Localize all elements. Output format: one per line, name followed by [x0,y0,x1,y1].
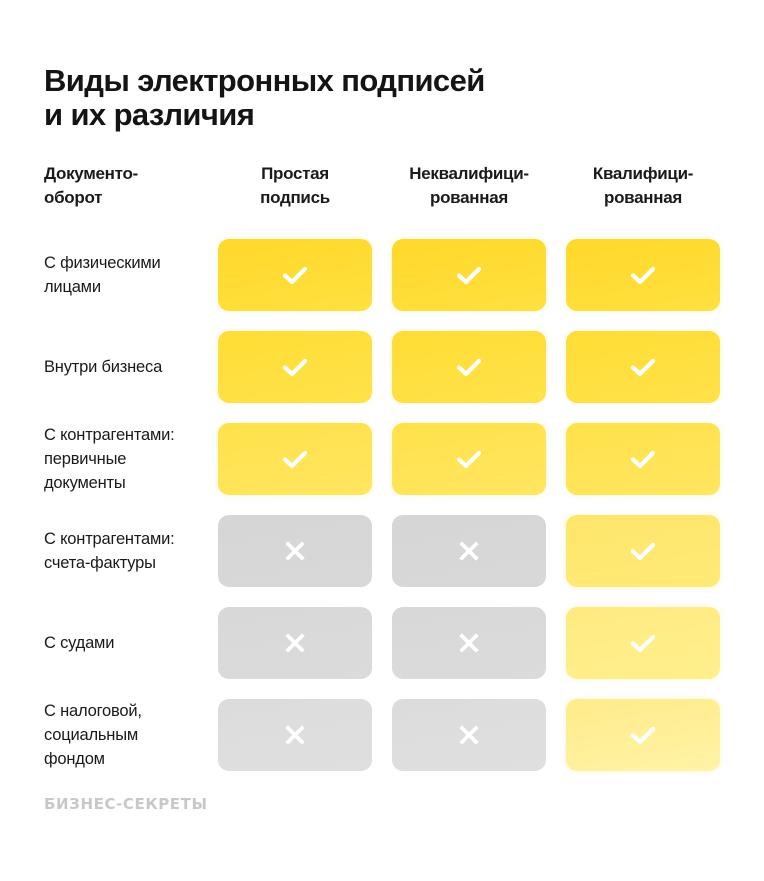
cross-icon [285,541,305,561]
row-label: С физическими лицами [44,239,214,311]
column-header-line: подпись [260,188,330,207]
row-label: С контрагентами: счета-фактуры [44,515,214,587]
row-label-text: С судами [44,631,114,655]
cross-icon [285,633,305,653]
row-label-line: фондом [44,750,105,768]
check-icon [631,266,655,284]
column-header-line: Неквалифици- [409,164,529,183]
row-label-line: документы [44,474,126,492]
cross-icon [459,541,479,561]
cell-supported [566,239,720,311]
cell-supported [566,331,720,403]
column-header-line: рованная [430,188,508,207]
cell-supported [566,515,720,587]
cell-supported [392,423,546,495]
row-label: Внутри бизнеса [44,331,214,403]
row-label-text: С налоговой, социальным фондом [44,699,142,771]
column-header-simple: Простая подпись [218,162,372,210]
check-icon [457,450,481,468]
cell-not-supported [218,607,372,679]
column-header-line: рованная [604,188,682,207]
column-header-line: Квалифици- [592,164,694,183]
column-header-line: Документо- [44,164,138,183]
cell-not-supported [218,699,372,771]
row-label-line: С физическими [44,254,161,272]
cell-not-supported [218,515,372,587]
check-icon [631,634,655,652]
check-icon [631,450,655,468]
row-label-line: С контрагентами: [44,426,175,444]
row-label-line: С налоговой, [44,702,142,720]
row-label: С налоговой, социальным фондом [44,699,214,771]
cross-icon [285,725,305,745]
row-label-line: С судами [44,634,115,652]
column-header-line: Простая [261,164,329,183]
row-label-line: счета-фактуры [44,554,156,572]
cell-supported [218,239,372,311]
row-label-text: С физическими лицами [44,251,161,299]
check-icon [283,266,307,284]
row-label-text: С контрагентами: первичные документы [44,423,175,495]
check-icon [457,358,481,376]
column-header-qualified: Квалифици- рованная [566,162,720,210]
cross-icon [459,725,479,745]
cell-not-supported [392,699,546,771]
check-icon [631,542,655,560]
check-icon [631,358,655,376]
cell-supported [566,607,720,679]
cell-supported [218,423,372,495]
cell-supported [218,331,372,403]
row-label-text: Внутри бизнеса [44,355,162,379]
title-line-2: и их различия [44,97,255,132]
cross-icon [459,633,479,653]
cell-supported [566,423,720,495]
check-icon [283,450,307,468]
column-header-unqualified: Неквалифици- рованная [392,162,546,210]
row-label-line: первичные [44,450,127,468]
page-title: Виды электронных подписей и их различия [44,64,604,132]
row-label-line: С контрагентами: [44,530,175,548]
column-header-document-flow: Документо- оборот [44,162,204,210]
check-icon [283,358,307,376]
row-label: С судами [44,607,214,679]
cell-supported [392,239,546,311]
title-line-1: Виды электронных подписей [44,63,485,98]
cell-supported [392,331,546,403]
row-label-line: лицами [44,278,101,296]
cell-not-supported [392,515,546,587]
brand-logo: БИЗНЕС-СЕКРЕТЫ [44,795,208,813]
row-label: С контрагентами: первичные документы [44,423,214,495]
check-icon [631,726,655,744]
row-label-text: С контрагентами: счета-фактуры [44,527,175,575]
row-label-line: социальным [44,726,138,744]
check-icon [457,266,481,284]
row-label-line: Внутри бизнеса [44,358,163,376]
column-header-line: оборот [44,188,103,207]
cell-supported [566,699,720,771]
cell-not-supported [392,607,546,679]
